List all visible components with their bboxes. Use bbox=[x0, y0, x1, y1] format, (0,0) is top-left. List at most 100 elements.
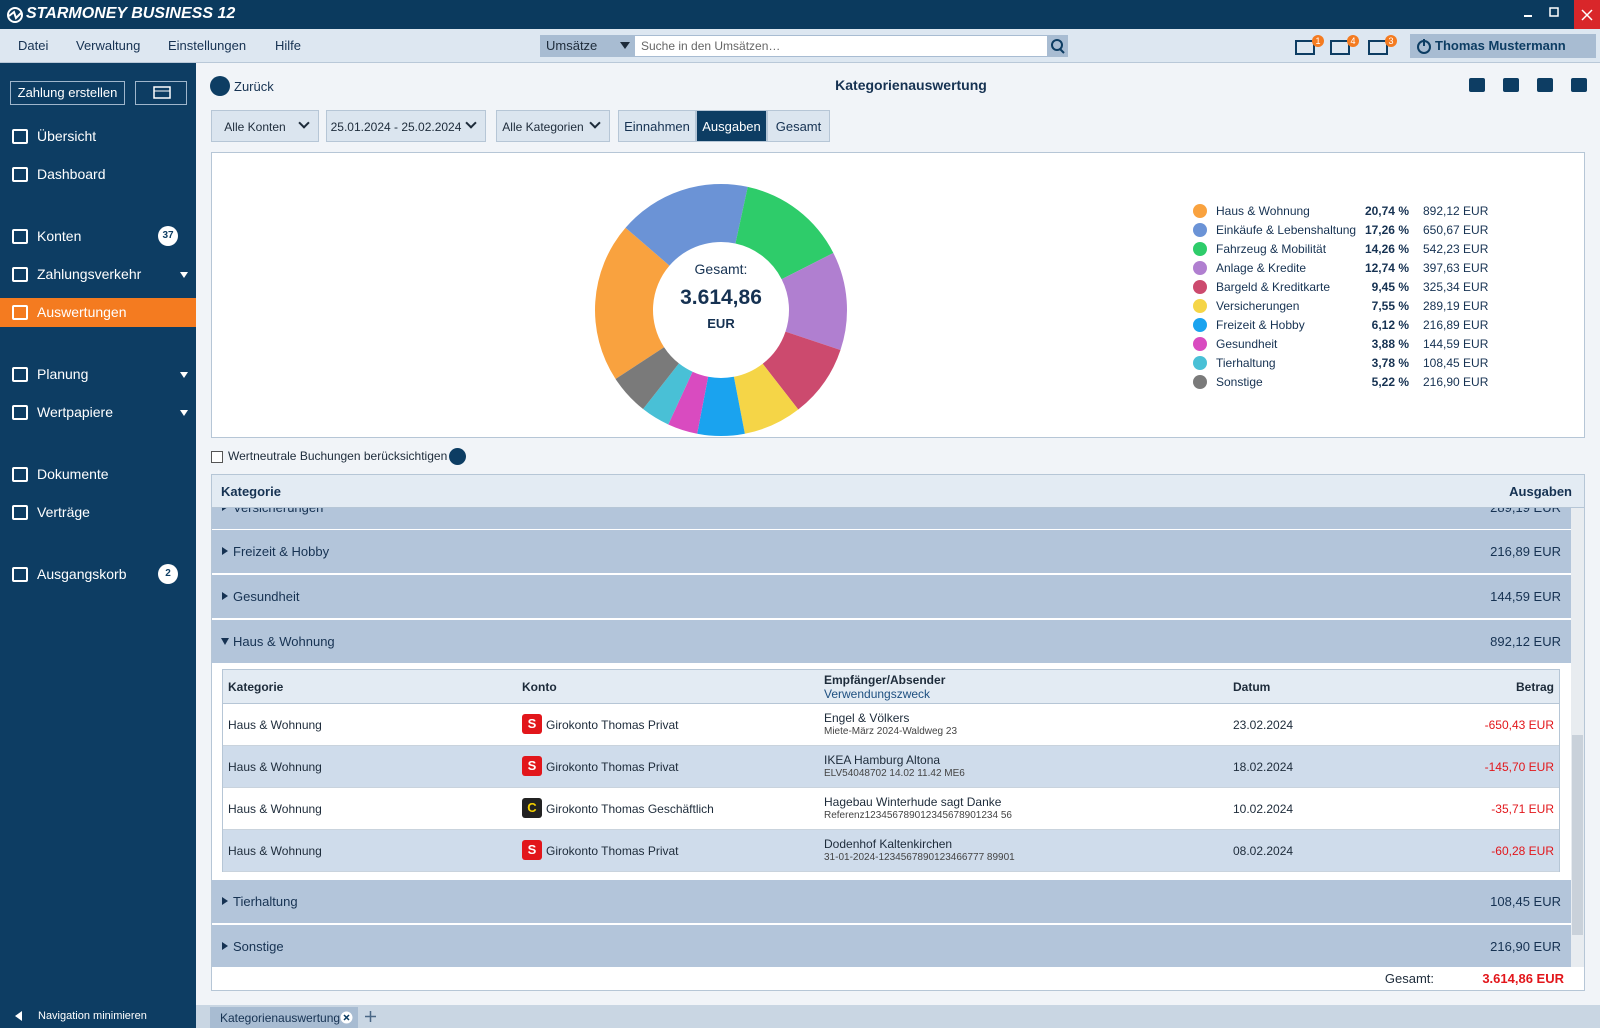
header-icon[interactable] bbox=[1568, 74, 1590, 96]
nav-item[interactable]: Verträge bbox=[0, 498, 196, 527]
legend-percent: 14,26 % bbox=[1365, 242, 1409, 256]
legend-amount: 892,12 EUR bbox=[1423, 204, 1489, 218]
info-icon bbox=[449, 448, 466, 465]
nav-item[interactable]: Konten 37 bbox=[0, 222, 196, 251]
category-row[interactable]: Tierhaltung 108,45 EUR bbox=[212, 880, 1571, 923]
dropdown-arrow bbox=[620, 42, 630, 49]
nav-item[interactable]: Auswertungen bbox=[0, 298, 196, 327]
legend-label: Gesundheit bbox=[1216, 337, 1278, 351]
menu-item[interactable]: Hilfe bbox=[275, 38, 302, 53]
main-area: Zurück Kategorienauswertung Alle Konten 25.… bbox=[196, 63, 1600, 1005]
document-tab[interactable]: Kategorienauswertung bbox=[210, 1007, 358, 1028]
add-tab[interactable] bbox=[364, 1010, 377, 1023]
card-button[interactable] bbox=[135, 81, 187, 105]
document-tab-label: Kategorienauswertung bbox=[220, 1011, 341, 1025]
legend-percent: 20,74 % bbox=[1365, 204, 1409, 218]
nav-icon bbox=[12, 567, 28, 582]
filter-tab[interactable]: Einnahmen bbox=[618, 110, 696, 142]
search-button[interactable] bbox=[1048, 35, 1068, 57]
filter-tab[interactable]: Ausgaben bbox=[696, 110, 767, 142]
header-icon[interactable] bbox=[1534, 74, 1556, 96]
category-row[interactable]: Freizeit & Hobby 216,89 EUR bbox=[212, 530, 1571, 573]
filter-dropdown[interactable]: Alle Kategorien bbox=[496, 110, 610, 142]
detail-column-header: Verwendungszweck bbox=[824, 687, 931, 701]
nav-item[interactable]: Übersicht bbox=[0, 122, 196, 151]
chevron bbox=[589, 117, 601, 129]
nav-label: Übersicht bbox=[37, 128, 97, 144]
detail-row[interactable]: Haus & Wohnung S Girokonto Thomas Privat En… bbox=[223, 704, 1559, 746]
nav-item[interactable]: Ausgangskorb 2 bbox=[0, 560, 196, 589]
detail-row[interactable]: Haus & Wohnung C Girokonto Thomas Geschäft… bbox=[223, 788, 1559, 830]
legend-amount: 325,34 EUR bbox=[1423, 280, 1489, 294]
icon-shape bbox=[1295, 40, 1315, 55]
detail-purpose: Miete-März 2024-Waldweg 23 bbox=[824, 726, 958, 737]
nav-icon bbox=[12, 129, 28, 144]
chevron bbox=[298, 117, 310, 129]
detail-category: Haus & Wohnung bbox=[228, 802, 322, 816]
detail-payee: Engel & Völkers bbox=[824, 711, 910, 725]
legend-dot bbox=[1193, 261, 1207, 275]
header-icon[interactable] bbox=[1500, 74, 1522, 96]
legend-label: Anlage & Kredite bbox=[1216, 261, 1306, 275]
detail-date: 10.02.2024 bbox=[1233, 802, 1294, 816]
toolbar-icon[interactable]: 3 bbox=[1368, 35, 1402, 57]
submenu-arrow bbox=[180, 272, 188, 278]
menu-bar: Umsätze Suche in den Umsätzen… Thomas Mu… bbox=[0, 29, 1600, 63]
nav-item[interactable]: Zahlungsverkehr bbox=[0, 260, 196, 289]
badge-bg bbox=[1312, 35, 1324, 47]
donut-segment bbox=[781, 252, 847, 350]
legend-amount: 650,67 EUR bbox=[1423, 223, 1489, 237]
checkbox[interactable] bbox=[211, 451, 223, 463]
bank-icon: S bbox=[522, 714, 542, 734]
legend-label: Haus & Wohnung bbox=[1216, 204, 1310, 218]
nav-item[interactable]: Dashboard bbox=[0, 160, 196, 189]
total-amount: 3.614,86 EUR bbox=[1482, 971, 1564, 986]
nav-item[interactable]: Dokumente bbox=[0, 460, 196, 489]
detail-amount: -650,43 EUR bbox=[1484, 718, 1554, 732]
search-input[interactable]: Suche in den Umsätzen… bbox=[634, 35, 1048, 57]
search-scope[interactable]: Umsätze bbox=[540, 35, 634, 57]
category-amount: 108,45 EUR bbox=[1490, 894, 1561, 909]
toolbar-icon[interactable]: 1 bbox=[1295, 35, 1329, 57]
donut-segment bbox=[762, 331, 841, 410]
nav-icon bbox=[12, 367, 28, 382]
legend-percent: 17,26 % bbox=[1365, 223, 1409, 237]
detail-payee: Hagebau Winterhude sagt Danke bbox=[824, 795, 1002, 809]
category-row[interactable]: Versicherungen 289,19 EUR bbox=[212, 508, 1571, 529]
category-amount: 216,90 EUR bbox=[1490, 939, 1561, 954]
nav-item[interactable]: Planung bbox=[0, 360, 196, 389]
menu-item[interactable]: Datei bbox=[18, 38, 49, 53]
legend-dot bbox=[1193, 223, 1207, 237]
create-payment-button[interactable]: Zahlung erstellen bbox=[10, 81, 125, 105]
filter-tab[interactable]: Gesamt bbox=[767, 110, 830, 142]
filter-dropdown[interactable]: Alle Konten bbox=[211, 110, 319, 142]
filter-tab-label: Gesamt bbox=[775, 119, 822, 134]
toolbar-icon[interactable]: 4 bbox=[1330, 35, 1364, 57]
detail-account: Girokonto Thomas Geschäftlich bbox=[546, 802, 714, 816]
menu-item[interactable]: Einstellungen bbox=[168, 38, 247, 53]
detail-row[interactable]: Haus & Wohnung S Girokonto Thomas Privat IK… bbox=[223, 746, 1559, 788]
donut-segment bbox=[668, 371, 709, 434]
menu-item[interactable]: Verwaltung bbox=[76, 38, 141, 53]
filter-dropdown[interactable]: 25.01.2024 - 25.02.2024 bbox=[326, 110, 486, 142]
category-name: Tierhaltung bbox=[233, 894, 298, 909]
header-icon[interactable] bbox=[1466, 74, 1488, 96]
category-name: Gesundheit bbox=[233, 589, 300, 604]
detail-account: Girokonto Thomas Privat bbox=[546, 844, 679, 858]
nav-label: Planung bbox=[37, 366, 89, 382]
minimize-nav[interactable]: Navigation minimieren bbox=[0, 1005, 196, 1028]
category-row[interactable]: Gesundheit 144,59 EUR bbox=[212, 575, 1571, 618]
nav-item[interactable]: Wertpapiere bbox=[0, 398, 196, 427]
category-row[interactable]: Sonstige 216,90 EUR bbox=[212, 925, 1571, 967]
tab-close[interactable] bbox=[340, 1011, 353, 1024]
detail-row[interactable]: Haus & Wohnung S Girokonto Thomas Privat Do… bbox=[223, 830, 1559, 872]
window-controls[interactable] bbox=[1516, 0, 1600, 29]
category-name: Haus & Wohnung bbox=[233, 634, 335, 649]
donut-segment bbox=[615, 347, 679, 410]
back-button[interactable]: Zurück bbox=[210, 76, 290, 98]
user-box[interactable]: Thomas Mustermann bbox=[1410, 34, 1596, 58]
collapsed-arrow bbox=[222, 592, 228, 600]
category-row[interactable]: Haus & Wohnung 892,12 EUR bbox=[212, 620, 1571, 663]
icon-shape bbox=[1503, 78, 1519, 92]
